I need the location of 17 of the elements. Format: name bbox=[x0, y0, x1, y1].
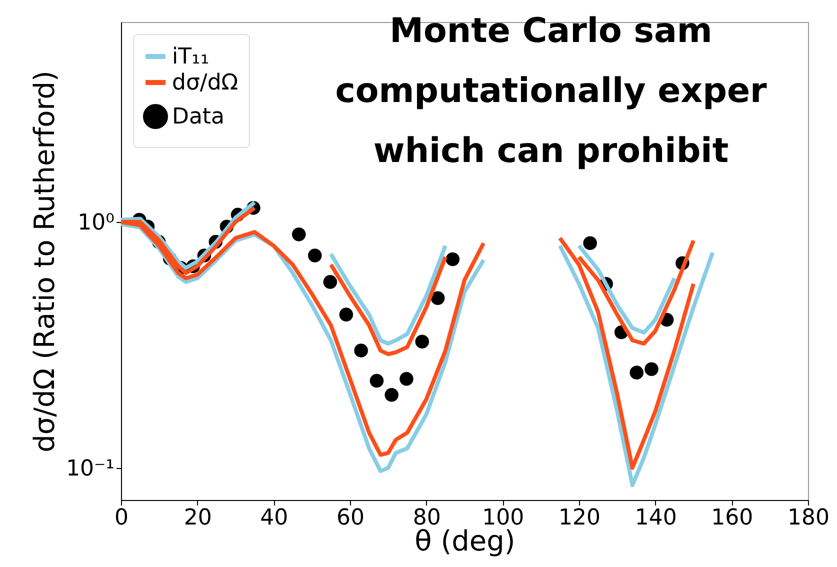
annotation: which can prohibit bbox=[373, 131, 729, 171]
x-tick-label: 120 bbox=[558, 506, 600, 530]
x-tick-label: 40 bbox=[260, 506, 288, 530]
x-tick-label: 140 bbox=[634, 506, 677, 530]
y-tick-label: 10⁰ bbox=[78, 210, 115, 236]
x-tick-label: 180 bbox=[788, 506, 830, 530]
legend-label: dσ/dΩ bbox=[172, 70, 238, 96]
annotation: Monte Carlo sam bbox=[390, 11, 712, 51]
y-axis-title: dσ/dΩ (Ratio to Rutherford) bbox=[28, 70, 62, 452]
x-tick-label: 0 bbox=[114, 506, 128, 530]
x-tick-label: 60 bbox=[336, 506, 364, 530]
legend-label: iT₁₁ bbox=[172, 44, 210, 70]
x-tick-label: 20 bbox=[184, 506, 212, 530]
x-tick-label: 160 bbox=[711, 506, 754, 530]
y-tick-label: 10⁻¹ bbox=[66, 456, 114, 482]
legend-label: Data bbox=[172, 104, 225, 130]
annotation: computationally exper bbox=[335, 71, 768, 111]
